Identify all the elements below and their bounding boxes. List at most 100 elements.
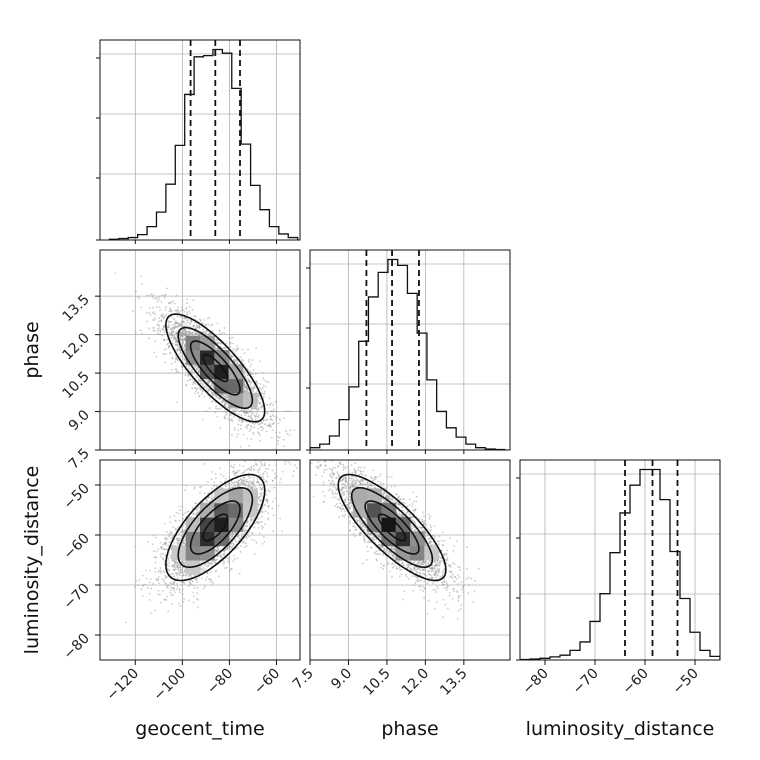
scatter-point <box>172 334 175 336</box>
scatter-point <box>262 377 264 380</box>
scatter-point <box>158 320 161 323</box>
scatter-point <box>148 311 151 314</box>
scatter-point <box>176 345 179 348</box>
scatter-point <box>211 330 214 333</box>
scatter-point <box>262 387 265 389</box>
scatter-point <box>226 398 228 400</box>
scatter-point <box>169 521 172 524</box>
scatter-point <box>197 392 200 394</box>
scatter-point <box>206 380 209 383</box>
scatter-point <box>149 612 152 615</box>
scatter-point <box>279 419 281 422</box>
scatter-point <box>179 315 182 318</box>
scatter-point <box>245 412 248 415</box>
scatter-point <box>259 383 262 385</box>
scatter-point <box>200 388 203 390</box>
scatter-point <box>264 423 266 426</box>
scatter-point <box>241 348 244 351</box>
scatter-point <box>226 396 229 398</box>
scatter-point <box>146 320 148 323</box>
scatter-point <box>229 419 231 422</box>
scatter-point <box>277 443 279 445</box>
scatter-point <box>168 331 171 334</box>
scatter-point <box>266 418 269 421</box>
scatter-point <box>156 324 159 327</box>
scatter-point <box>198 333 201 336</box>
scatter-point <box>182 354 184 356</box>
scatter-point <box>252 388 255 391</box>
scatter-point <box>261 486 264 489</box>
scatter-point <box>204 568 207 571</box>
scatter-point <box>268 397 271 400</box>
scatter-point <box>155 355 158 358</box>
scatter-point <box>186 311 189 314</box>
scatter-point <box>269 425 272 428</box>
scatter-point <box>262 478 265 481</box>
scatter-point <box>272 530 274 533</box>
scatter-point <box>250 414 253 417</box>
scatter-point <box>205 410 208 412</box>
scatter-point <box>259 397 261 400</box>
scatter-point <box>152 534 155 537</box>
scatter-point <box>249 425 252 427</box>
scatter-point <box>138 297 141 299</box>
scatter-point <box>164 361 166 364</box>
scatter-point <box>176 542 179 544</box>
scatter-point <box>221 400 223 403</box>
scatter-point <box>287 461 290 464</box>
histogram-bar <box>175 145 184 240</box>
scatter-point <box>232 347 235 350</box>
scatter-point <box>176 311 179 313</box>
scatter-point <box>224 410 227 412</box>
scatter-point <box>206 330 209 333</box>
scatter-point <box>270 418 273 420</box>
scatter-point <box>273 415 275 417</box>
histogram-bar <box>204 56 213 240</box>
scatter-point <box>221 332 224 334</box>
scatter-point <box>139 329 142 332</box>
scatter-point <box>164 308 167 311</box>
scatter-point <box>258 499 261 501</box>
scatter-point <box>268 464 271 467</box>
scatter-point <box>236 557 239 560</box>
scatter-point <box>152 583 154 585</box>
scatter-point <box>176 323 179 325</box>
scatter-point <box>255 458 257 460</box>
scatter-point <box>263 395 265 398</box>
scatter-point <box>192 382 195 384</box>
scatter-point <box>229 352 231 355</box>
scatter-point <box>224 402 227 405</box>
scatter-point <box>148 337 150 340</box>
scatter-point <box>161 327 164 330</box>
scatter-point <box>210 384 213 387</box>
scatter-point <box>246 524 249 527</box>
scatter-point <box>232 409 235 412</box>
histogram-bar <box>456 437 466 450</box>
scatter-point <box>273 410 276 413</box>
scatter-point <box>177 371 180 373</box>
scatter-point <box>238 410 241 412</box>
scatter-point <box>189 378 192 380</box>
scatter-point <box>149 570 152 572</box>
scatter-point <box>236 470 239 472</box>
scatter-point <box>245 521 248 524</box>
scatter-point <box>219 393 222 395</box>
histogram-bar <box>446 428 456 450</box>
scatter-point <box>192 380 195 383</box>
scatter-point <box>181 308 183 311</box>
scatter-point <box>235 540 237 543</box>
scatter-point <box>219 407 222 410</box>
scatter-point <box>255 415 257 418</box>
scatter-point <box>191 383 194 385</box>
scatter-point <box>275 431 277 434</box>
scatter-point <box>210 496 213 498</box>
scatter-point <box>262 427 265 430</box>
scatter-point <box>210 571 213 573</box>
histogram-outline <box>520 468 720 660</box>
scatter-point <box>219 330 222 333</box>
scatter-point <box>257 394 260 397</box>
scatter-point <box>253 423 256 425</box>
scatter-point <box>266 502 269 504</box>
scatter-point <box>239 356 242 358</box>
scatter-point <box>210 324 213 327</box>
